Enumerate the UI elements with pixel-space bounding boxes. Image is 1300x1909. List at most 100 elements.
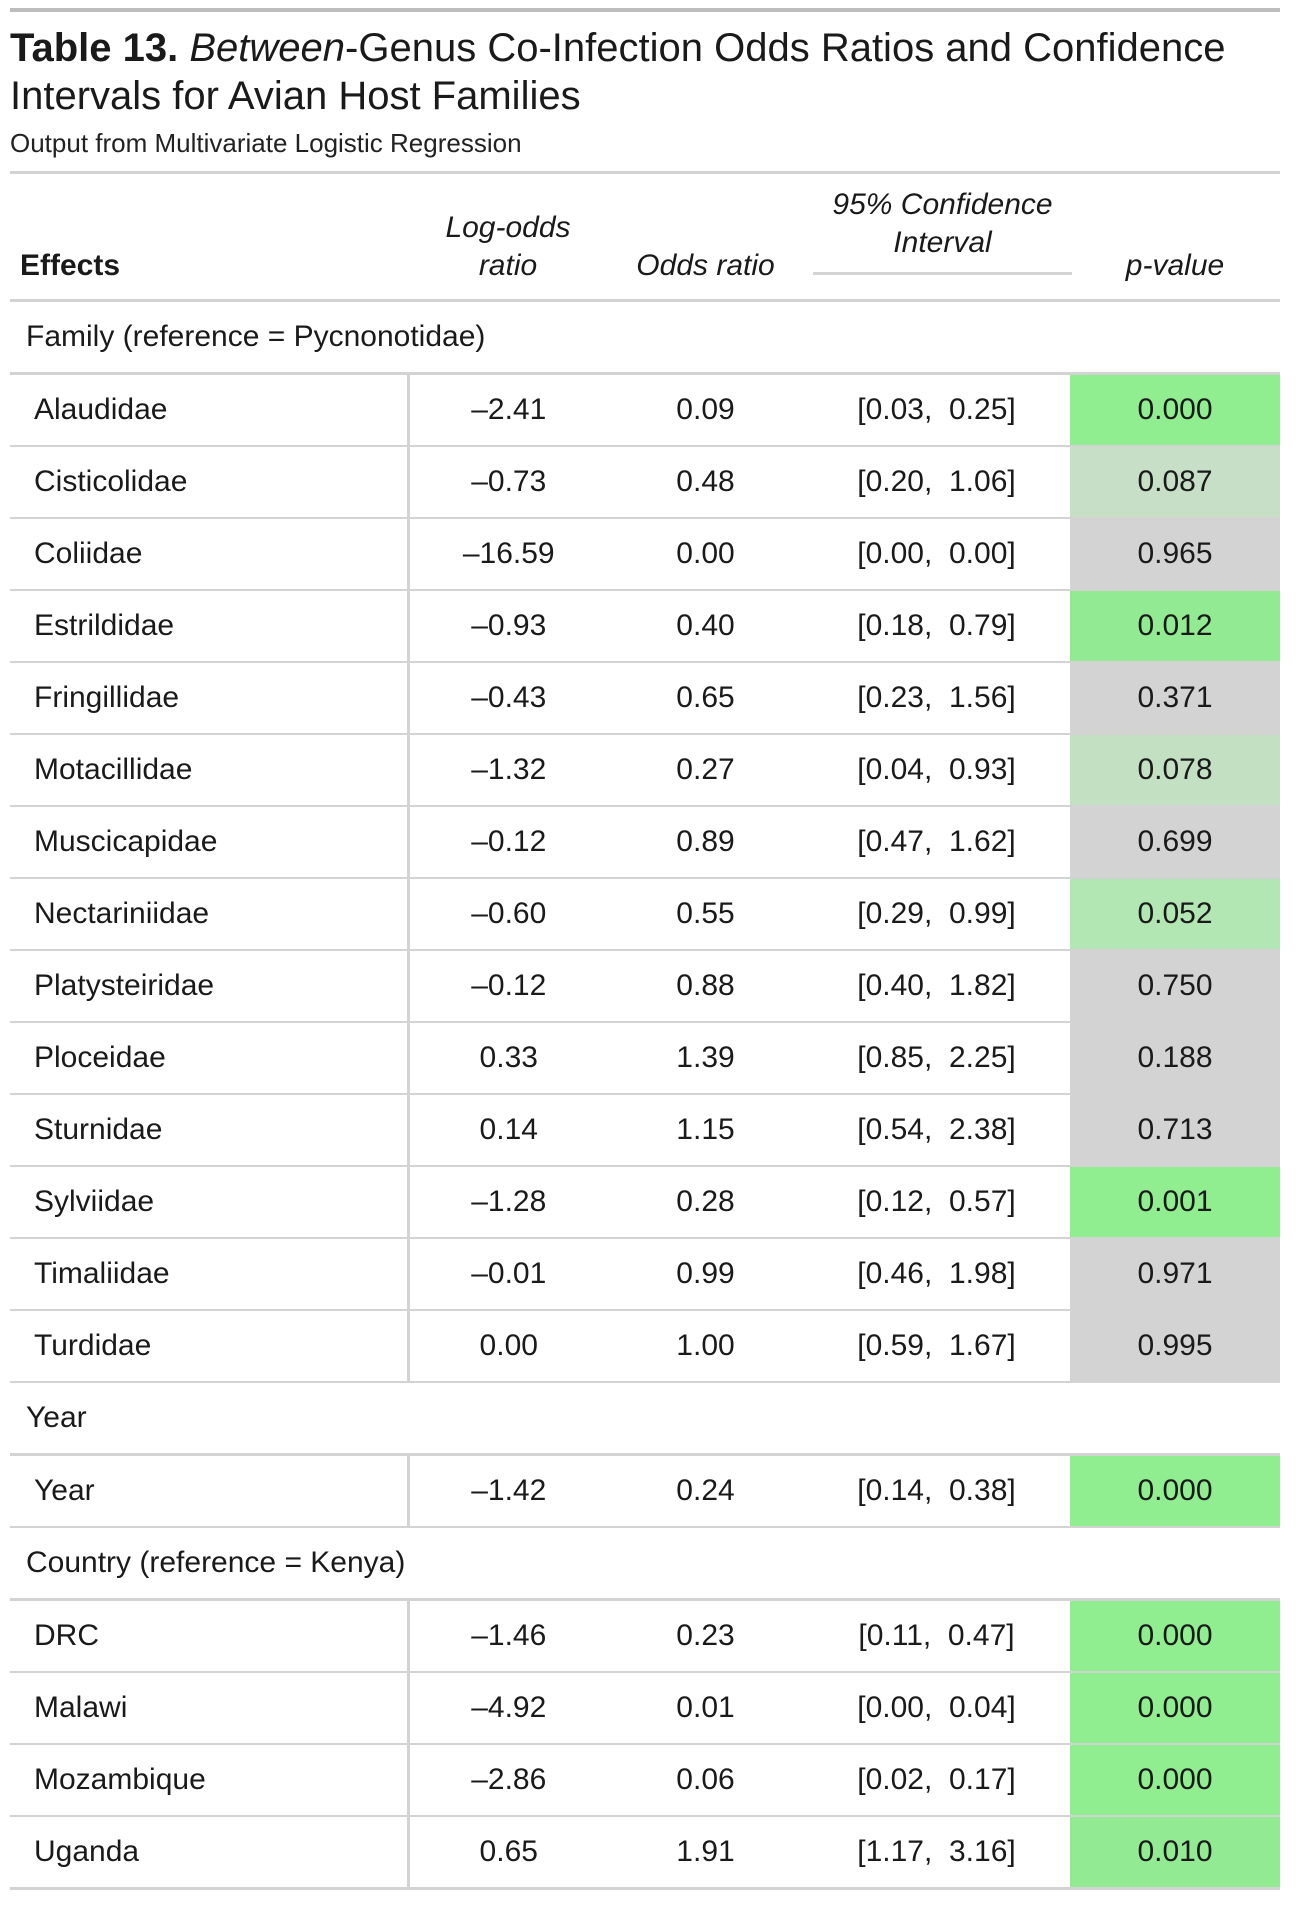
results-table: Effects Log-odds ratio Odds ratio 95% Con… [10,171,1280,1890]
title-rest: -Genus Co-Infection Odds Ratios and Conf… [10,26,1226,118]
odds-ratio-cell: 1.00 [608,1309,803,1382]
table-row: Nectariniidae –0.60 0.55 [0.29, 0.99] 0.052 [10,877,1280,950]
group-row: Year [10,1381,1280,1456]
group-label: Country (reference = Kenya) [10,1526,1280,1601]
p-value-cell: 0.000 [1070,372,1280,446]
table-row: Platysteiridae –0.12 0.88 [0.40, 1.82] 0.750 [10,949,1280,1022]
p-value-cell: 0.078 [1070,733,1280,806]
p-value-cell: 0.371 [1070,661,1280,734]
log-odds-cell: –1.46 [408,1598,608,1672]
log-odds-cell: –16.59 [408,517,608,590]
table-row: Alaudidae –2.41 0.09 [0.03, 0.25] 0.000 [10,372,1280,446]
confidence-interval-cell: [0.00, 0.00] [803,517,1070,590]
p-value-cell: 0.052 [1070,877,1280,950]
effect-cell: Estrildidae [10,589,410,662]
odds-ratio-cell: 0.06 [608,1743,803,1816]
log-odds-cell: –4.92 [408,1671,608,1744]
table-row: Fringillidae –0.43 0.65 [0.23, 1.56] 0.371 [10,661,1280,734]
table-number: Table 13. [10,26,179,70]
odds-ratio-cell: 0.99 [608,1237,803,1310]
table-row: Timaliidae –0.01 0.99 [0.46, 1.98] 0.971 [10,1237,1280,1310]
p-value-cell: 0.000 [1070,1598,1280,1672]
confidence-interval-cell: [0.40, 1.82] [803,949,1070,1022]
effect-cell: Mozambique [10,1743,410,1816]
effect-cell: Fringillidae [10,661,410,734]
p-value-cell: 0.087 [1070,445,1280,518]
title-italic: Between [189,26,346,70]
log-odds-cell: –0.12 [408,805,608,878]
confidence-interval-cell: [0.00, 0.04] [803,1671,1070,1744]
log-odds-cell: –2.86 [408,1743,608,1816]
group-row: Family (reference = Pycnonotidae) [10,299,1280,375]
log-odds-cell: 0.14 [408,1093,608,1166]
p-value-cell: 0.713 [1070,1093,1280,1166]
log-odds-cell: –1.28 [408,1165,608,1238]
effect-cell: Malawi [10,1671,410,1744]
confidence-interval-cell: [0.18, 0.79] [803,589,1070,662]
table-row: Cisticolidae –0.73 0.48 [0.20, 1.06] 0.087 [10,445,1280,518]
confidence-interval-cell: [0.29, 0.99] [803,877,1070,950]
group-label: Year [10,1381,1280,1456]
table-row: Uganda 0.65 1.91 [1.17, 3.16] 0.010 [10,1815,1280,1890]
effect-cell: Timaliidae [10,1237,410,1310]
effect-cell: Muscicapidae [10,805,410,878]
odds-ratio-cell: 0.65 [608,661,803,734]
effect-cell: Platysteiridae [10,949,410,1022]
confidence-interval-cell: [0.59, 1.67] [803,1309,1070,1382]
log-odds-cell: 0.33 [408,1021,608,1094]
odds-ratio-cell: 0.55 [608,877,803,950]
confidence-interval-cell: [0.85, 2.25] [803,1021,1070,1094]
p-value-cell: 0.995 [1070,1309,1280,1382]
table-row: Malawi –4.92 0.01 [0.00, 0.04] 0.000 [10,1671,1280,1744]
effect-cell: Sturnidae [10,1093,410,1166]
confidence-interval-cell: [0.23, 1.56] [803,661,1070,734]
effect-cell: Turdidae [10,1309,410,1382]
header-effects: Effects [10,171,408,302]
log-odds-cell: –1.42 [408,1453,608,1527]
p-value-cell: 0.000 [1070,1671,1280,1744]
log-odds-cell: –0.01 [408,1237,608,1310]
effect-cell: Uganda [10,1815,410,1890]
table-row: DRC –1.46 0.23 [0.11, 0.47] 0.000 [10,1598,1280,1672]
table-row: Turdidae 0.00 1.00 [0.59, 1.67] 0.995 [10,1309,1280,1382]
odds-ratio-cell: 1.15 [608,1093,803,1166]
table-title: Table 13. Between-Genus Co-Infection Odd… [10,24,1280,120]
log-odds-cell: –2.41 [408,372,608,446]
log-odds-cell: –1.32 [408,733,608,806]
p-value-cell: 0.750 [1070,949,1280,1022]
p-value-cell: 0.012 [1070,589,1280,662]
header-log-odds: Log-odds ratio [408,171,608,302]
confidence-interval-cell: [0.04, 0.93] [803,733,1070,806]
confidence-interval-cell: [0.03, 0.25] [803,372,1070,446]
odds-ratio-cell: 0.89 [608,805,803,878]
header-confidence-interval: 95% Confidence Interval [803,171,1072,302]
header-row: Effects Log-odds ratio Odds ratio 95% Con… [10,171,1280,302]
odds-ratio-cell: 0.48 [608,445,803,518]
table-row: Coliidae –16.59 0.00 [0.00, 0.00] 0.965 [10,517,1280,590]
p-value-cell: 0.699 [1070,805,1280,878]
log-odds-cell: –0.43 [408,661,608,734]
effect-cell: Nectariniidae [10,877,410,950]
top-rule [10,8,1280,12]
log-odds-cell: –0.93 [408,589,608,662]
table-row: Sylviidae –1.28 0.28 [0.12, 0.57] 0.001 [10,1165,1280,1238]
effect-cell: Alaudidae [10,372,410,446]
odds-ratio-cell: 0.88 [608,949,803,1022]
p-value-cell: 0.000 [1070,1453,1280,1527]
log-odds-cell: –0.73 [408,445,608,518]
table-subtitle: Output from Multivariate Logistic Regres… [10,128,522,158]
table-body: Family (reference = Pycnonotidae) Alaudid… [10,299,1280,1890]
table-row: Mozambique –2.86 0.06 [0.02, 0.17] 0.000 [10,1743,1280,1816]
log-odds-cell: –0.60 [408,877,608,950]
odds-ratio-cell: 0.24 [608,1453,803,1527]
p-value-cell: 0.965 [1070,517,1280,590]
group-label: Family (reference = Pycnonotidae) [10,299,1280,375]
p-value-cell: 0.188 [1070,1021,1280,1094]
confidence-interval-cell: [0.20, 1.06] [803,445,1070,518]
odds-ratio-cell: 0.27 [608,733,803,806]
p-value-cell: 0.000 [1070,1743,1280,1816]
header-p-value: p-value [1070,171,1280,302]
effect-cell: Motacillidae [10,733,410,806]
odds-ratio-cell: 0.09 [608,372,803,446]
log-odds-cell: 0.00 [408,1309,608,1382]
